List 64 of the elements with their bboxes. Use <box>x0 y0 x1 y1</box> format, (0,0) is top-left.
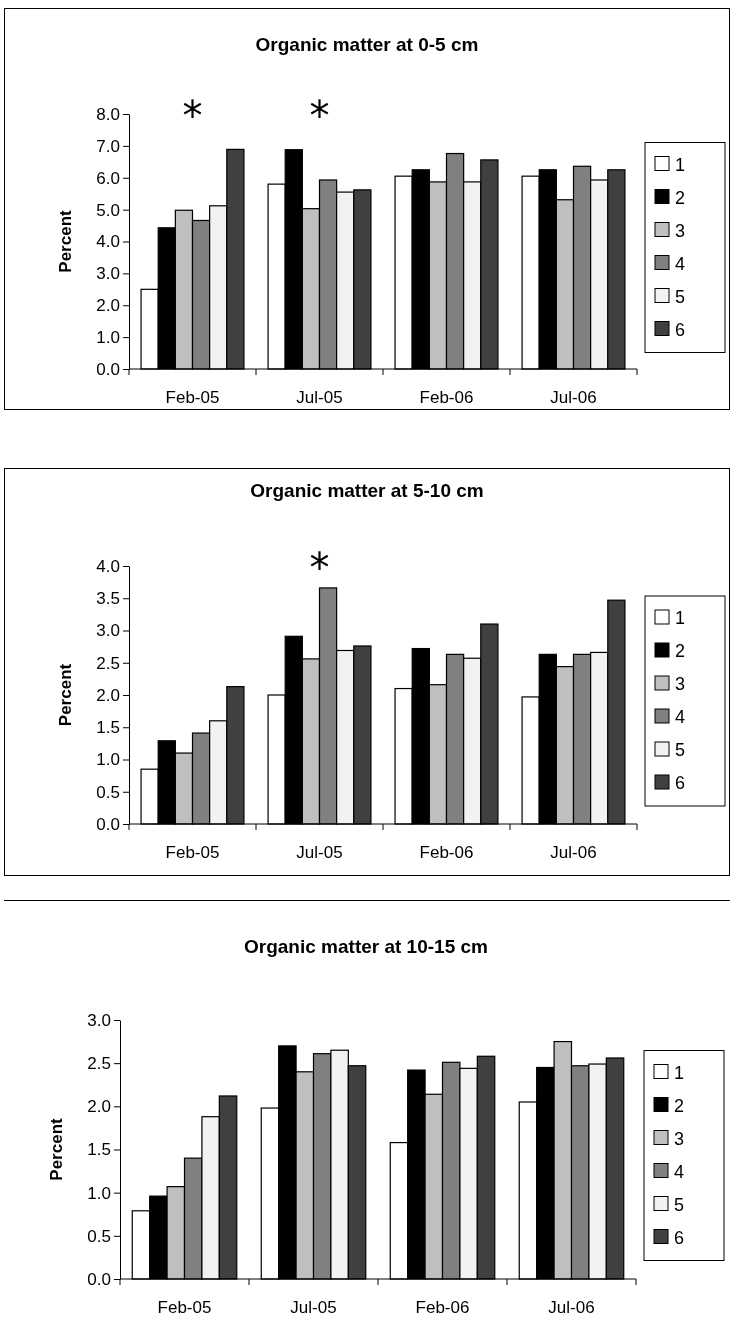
chart-title: Organic matter at 5-10 cm <box>250 480 484 501</box>
y-tick-label: 2.5 <box>96 653 120 673</box>
legend-label: 5 <box>674 1194 685 1215</box>
chart-title: Organic matter at 10-15 cm <box>244 936 488 957</box>
y-tick-label: 0.0 <box>96 359 120 379</box>
annotation: * <box>309 545 330 591</box>
x-tick-label: Feb-06 <box>419 388 474 407</box>
x-tick-label: Feb-05 <box>165 388 220 407</box>
x-tick-label: Feb-05 <box>157 1298 212 1317</box>
x-tick-label: Jul-05 <box>296 843 343 862</box>
legend-label: 4 <box>675 707 686 727</box>
y-tick-label: 2.5 <box>87 1054 111 1074</box>
legend-label: 1 <box>674 1062 685 1083</box>
y-tick-label: 4.0 <box>96 232 120 252</box>
x-tick-label: Jul-05 <box>296 388 343 407</box>
legend-label: 1 <box>675 608 686 628</box>
x-tick-label: Jul-06 <box>550 843 597 862</box>
x-tick-label: Jul-05 <box>290 1298 337 1317</box>
y-tick-label: 0.0 <box>96 814 120 834</box>
y-tick-label: 3.0 <box>87 1010 111 1030</box>
x-tick-label: Jul-06 <box>548 1298 595 1317</box>
legend-label: 3 <box>674 1128 685 1149</box>
legend-label: 6 <box>674 1227 685 1248</box>
x-tick-label: Feb-06 <box>415 1298 470 1317</box>
y-tick-label: 6.0 <box>96 168 120 188</box>
y-tick-label: 8.0 <box>96 104 120 124</box>
legend-label: 2 <box>675 641 686 661</box>
y-tick-label: 1.0 <box>96 328 120 348</box>
x-tick-label: Feb-05 <box>165 843 220 862</box>
x-tick-label: Jul-06 <box>550 388 597 407</box>
legend-label: 2 <box>675 187 686 208</box>
y-tick-label: 2.0 <box>87 1097 111 1117</box>
chart-title: Organic matter at 0-5 cm <box>255 34 479 55</box>
y-tick-label: 2.0 <box>96 685 120 705</box>
y-tick-label: 0.5 <box>96 782 120 802</box>
x-tick-label: Feb-06 <box>419 843 474 862</box>
annotation: * <box>309 93 330 139</box>
y-tick-label: 1.0 <box>87 1183 111 1203</box>
y-tick-label: 7.0 <box>96 136 120 156</box>
legend-label: 4 <box>675 253 686 274</box>
y-tick-label: 1.5 <box>87 1140 111 1160</box>
legend-label: 2 <box>674 1095 685 1116</box>
y-tick-label: 3.5 <box>96 589 120 609</box>
legend-label: 6 <box>675 319 686 340</box>
y-tick-label: 3.0 <box>96 621 120 641</box>
y-tick-label: 1.5 <box>96 718 120 738</box>
y-tick-label: 0.0 <box>87 1269 111 1289</box>
legend-label: 5 <box>675 286 686 307</box>
legend-label: 4 <box>674 1161 685 1182</box>
legend-label: 3 <box>675 220 686 241</box>
legend-label: 5 <box>675 740 686 760</box>
legend-label: 3 <box>675 674 686 694</box>
annotation: * <box>182 93 203 139</box>
y-tick-label: 5.0 <box>96 200 120 220</box>
legend-label: 1 <box>675 154 686 175</box>
y-tick-label: 2.0 <box>96 296 120 316</box>
y-tick-label: 1.0 <box>96 750 120 770</box>
y-tick-label: 4.0 <box>96 556 120 576</box>
y-tick-label: 3.0 <box>96 264 120 284</box>
y-axis-title: Percent <box>56 209 75 273</box>
y-tick-label: 0.5 <box>87 1226 111 1246</box>
y-axis-title: Percent <box>47 1117 66 1181</box>
legend-label: 6 <box>675 773 686 793</box>
y-axis-title: Percent <box>56 663 75 727</box>
